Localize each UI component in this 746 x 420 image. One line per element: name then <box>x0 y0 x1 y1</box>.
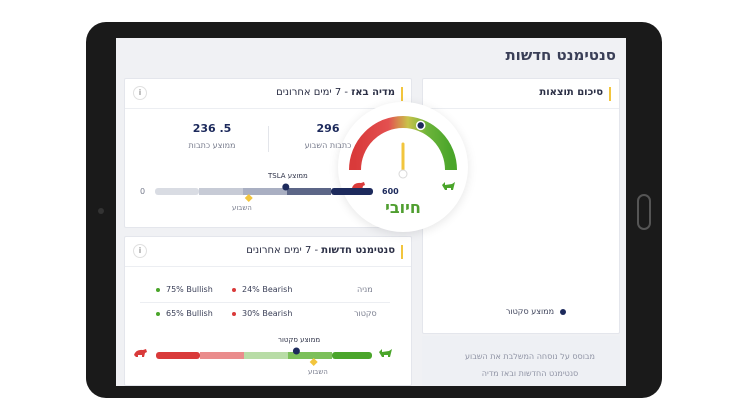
summary-footer <box>422 336 620 386</box>
header-accent-bar <box>609 87 611 101</box>
summary-card: סיכום תוצאות <box>422 78 620 334</box>
news-sentiment-header: סנטימנט חדשות - 7 ימים אחרונים i <box>125 237 411 267</box>
app-screen: סנטימנט חדשות סיכום תוצאות ממוצע סקטור מ… <box>116 38 626 386</box>
news-sentiment-title: סנטימנט חדשות - 7 ימים אחרונים <box>246 245 395 256</box>
camera-icon <box>98 208 104 214</box>
summary-title: סיכום תוצאות <box>539 87 603 98</box>
header-accent-bar <box>401 87 403 101</box>
summary-card-header: סיכום תוצאות <box>423 79 619 109</box>
media-buzz-header: מדיה באז - 7 ימים אחרונים i <box>125 79 411 109</box>
header-accent-bar <box>401 245 403 259</box>
news-sentiment-card: סנטימנט חדשות - 7 ימים אחרונים i <box>124 236 412 386</box>
page-title: סנטימנט חדשות <box>505 46 616 64</box>
sector-average-legend: ממוצע סקטור <box>506 307 566 316</box>
media-buzz-card: מדיה באז - 7 ימים אחרונים i <box>124 78 412 228</box>
top-bar: סנטימנט חדשות <box>116 38 626 76</box>
info-icon[interactable]: i <box>133 244 147 258</box>
summary-note: מבוסס על נוסחה המשלבת את השבוע סנטימנט ה… <box>465 352 595 378</box>
home-button[interactable] <box>637 194 651 230</box>
info-icon[interactable]: i <box>133 86 147 100</box>
media-buzz-title: מדיה באז - 7 ימים אחרונים <box>276 87 395 98</box>
sector-average-dot <box>560 308 566 315</box>
